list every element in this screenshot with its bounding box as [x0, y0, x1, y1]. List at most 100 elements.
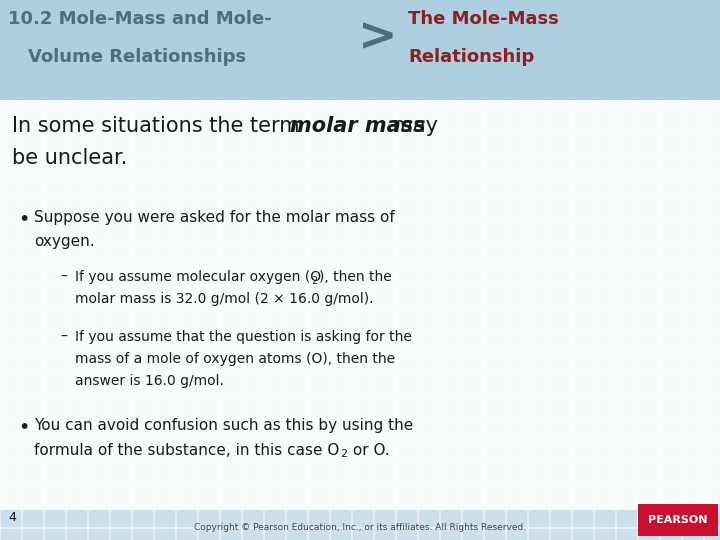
Bar — [242, 484, 263, 504]
Bar — [660, 176, 680, 197]
Bar — [88, 352, 109, 373]
Bar — [638, 22, 659, 43]
Bar — [704, 154, 720, 174]
Bar — [638, 504, 718, 536]
Bar — [352, 440, 372, 461]
Bar — [286, 264, 307, 285]
Bar — [88, 330, 109, 350]
Bar — [616, 242, 636, 262]
Bar — [594, 44, 614, 64]
Bar — [660, 396, 680, 416]
Bar — [528, 110, 549, 131]
Bar — [0, 100, 720, 510]
Bar — [242, 528, 263, 540]
Bar — [198, 396, 218, 416]
Bar — [528, 440, 549, 461]
Bar — [440, 0, 461, 21]
Bar — [660, 286, 680, 307]
Bar — [462, 242, 482, 262]
Bar — [594, 308, 614, 328]
Bar — [0, 66, 20, 86]
Bar — [110, 22, 130, 43]
Bar — [418, 484, 438, 504]
Bar — [660, 462, 680, 483]
Bar — [682, 418, 703, 438]
Bar — [66, 330, 86, 350]
Bar — [506, 528, 526, 540]
Bar — [396, 418, 416, 438]
Bar — [660, 0, 680, 21]
Bar — [88, 264, 109, 285]
Bar — [242, 242, 263, 262]
Bar — [506, 506, 526, 526]
Bar — [616, 198, 636, 219]
Bar — [44, 242, 65, 262]
Bar — [528, 484, 549, 504]
Bar — [44, 0, 65, 21]
Bar — [198, 440, 218, 461]
Bar — [638, 396, 659, 416]
Bar — [330, 242, 351, 262]
Bar — [572, 352, 593, 373]
Bar — [396, 66, 416, 86]
Bar — [0, 462, 20, 483]
Bar — [110, 440, 130, 461]
Bar — [44, 440, 65, 461]
Bar — [528, 66, 549, 86]
Bar — [176, 396, 197, 416]
Bar — [638, 352, 659, 373]
Bar — [572, 220, 593, 240]
Bar — [22, 374, 42, 395]
Bar — [418, 110, 438, 131]
Bar — [308, 418, 328, 438]
Bar — [704, 374, 720, 395]
Bar — [638, 286, 659, 307]
Bar — [308, 66, 328, 86]
Bar — [308, 44, 328, 64]
Bar — [0, 88, 20, 109]
Bar — [88, 220, 109, 240]
Text: •: • — [18, 418, 30, 437]
Bar — [374, 506, 395, 526]
Bar — [638, 484, 659, 504]
Bar — [198, 66, 218, 86]
Bar — [506, 484, 526, 504]
Bar — [132, 198, 153, 219]
Bar — [572, 44, 593, 64]
Bar — [374, 0, 395, 21]
Bar — [132, 528, 153, 540]
Bar — [506, 242, 526, 262]
Text: Volume Relationships: Volume Relationships — [28, 48, 246, 66]
Bar — [110, 286, 130, 307]
Bar — [506, 110, 526, 131]
Bar — [704, 264, 720, 285]
Bar — [506, 308, 526, 328]
Bar — [682, 66, 703, 86]
Bar — [440, 484, 461, 504]
Bar — [572, 88, 593, 109]
Bar — [264, 264, 284, 285]
Bar — [616, 374, 636, 395]
Bar — [572, 528, 593, 540]
Bar — [682, 176, 703, 197]
Bar — [528, 22, 549, 43]
Bar — [418, 22, 438, 43]
Bar — [594, 88, 614, 109]
Bar — [572, 198, 593, 219]
Bar — [616, 440, 636, 461]
Bar — [330, 132, 351, 152]
Bar — [374, 462, 395, 483]
Bar — [462, 198, 482, 219]
Bar — [638, 132, 659, 152]
Bar — [704, 22, 720, 43]
Bar — [220, 198, 240, 219]
Bar — [396, 22, 416, 43]
Bar — [44, 418, 65, 438]
Bar — [528, 308, 549, 328]
Bar — [44, 462, 65, 483]
Bar — [154, 352, 174, 373]
Bar — [440, 220, 461, 240]
Bar — [572, 286, 593, 307]
Bar — [264, 198, 284, 219]
Bar — [352, 330, 372, 350]
